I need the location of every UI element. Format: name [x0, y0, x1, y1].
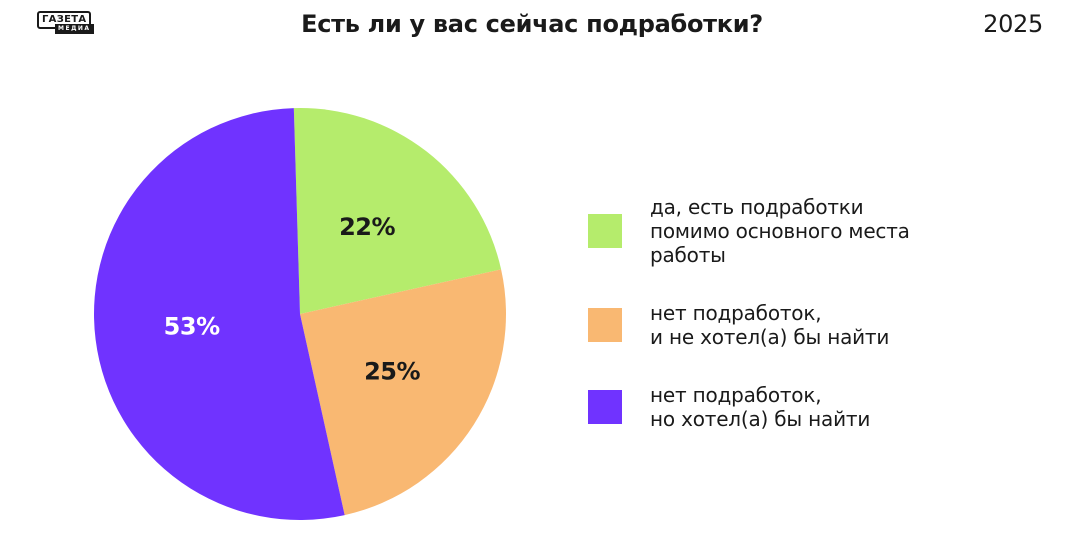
legend-label-1: нет подработок, и не хотел(а) бы найти: [650, 301, 890, 349]
chart-title: Есть ли у вас сейчас подработки?: [301, 10, 763, 38]
legend-item-2: нет подработок, но хотел(а) бы найти: [588, 383, 1048, 431]
logo-bottom-text: МЕДИА: [55, 24, 94, 34]
legend-label-0: да, есть подработки помимо основного мес…: [650, 195, 910, 267]
pie-slice-0: [293, 108, 502, 314]
legend-swatch-2: [588, 390, 622, 424]
pie-slice-2: [94, 108, 345, 521]
legend-swatch-1: [588, 308, 622, 342]
year-label: 2025: [983, 10, 1043, 38]
legend-item-1: нет подработок, и не хотел(а) бы найти: [588, 301, 1048, 349]
legend-label-2: нет подработок, но хотел(а) бы найти: [650, 383, 871, 431]
legend-swatch-0: [588, 214, 622, 248]
chart-legend: да, есть подработки помимо основного мес…: [588, 195, 1048, 431]
gazeta-media-logo: ГАЗЕТА МЕДИА: [37, 7, 97, 35]
slice-value-label-2: 53%: [164, 313, 220, 341]
slice-value-label-0: 22%: [339, 213, 395, 241]
pie-slice-1: [300, 269, 506, 516]
legend-item-0: да, есть подработки помимо основного мес…: [588, 195, 1048, 267]
slice-value-label-1: 25%: [364, 358, 420, 386]
